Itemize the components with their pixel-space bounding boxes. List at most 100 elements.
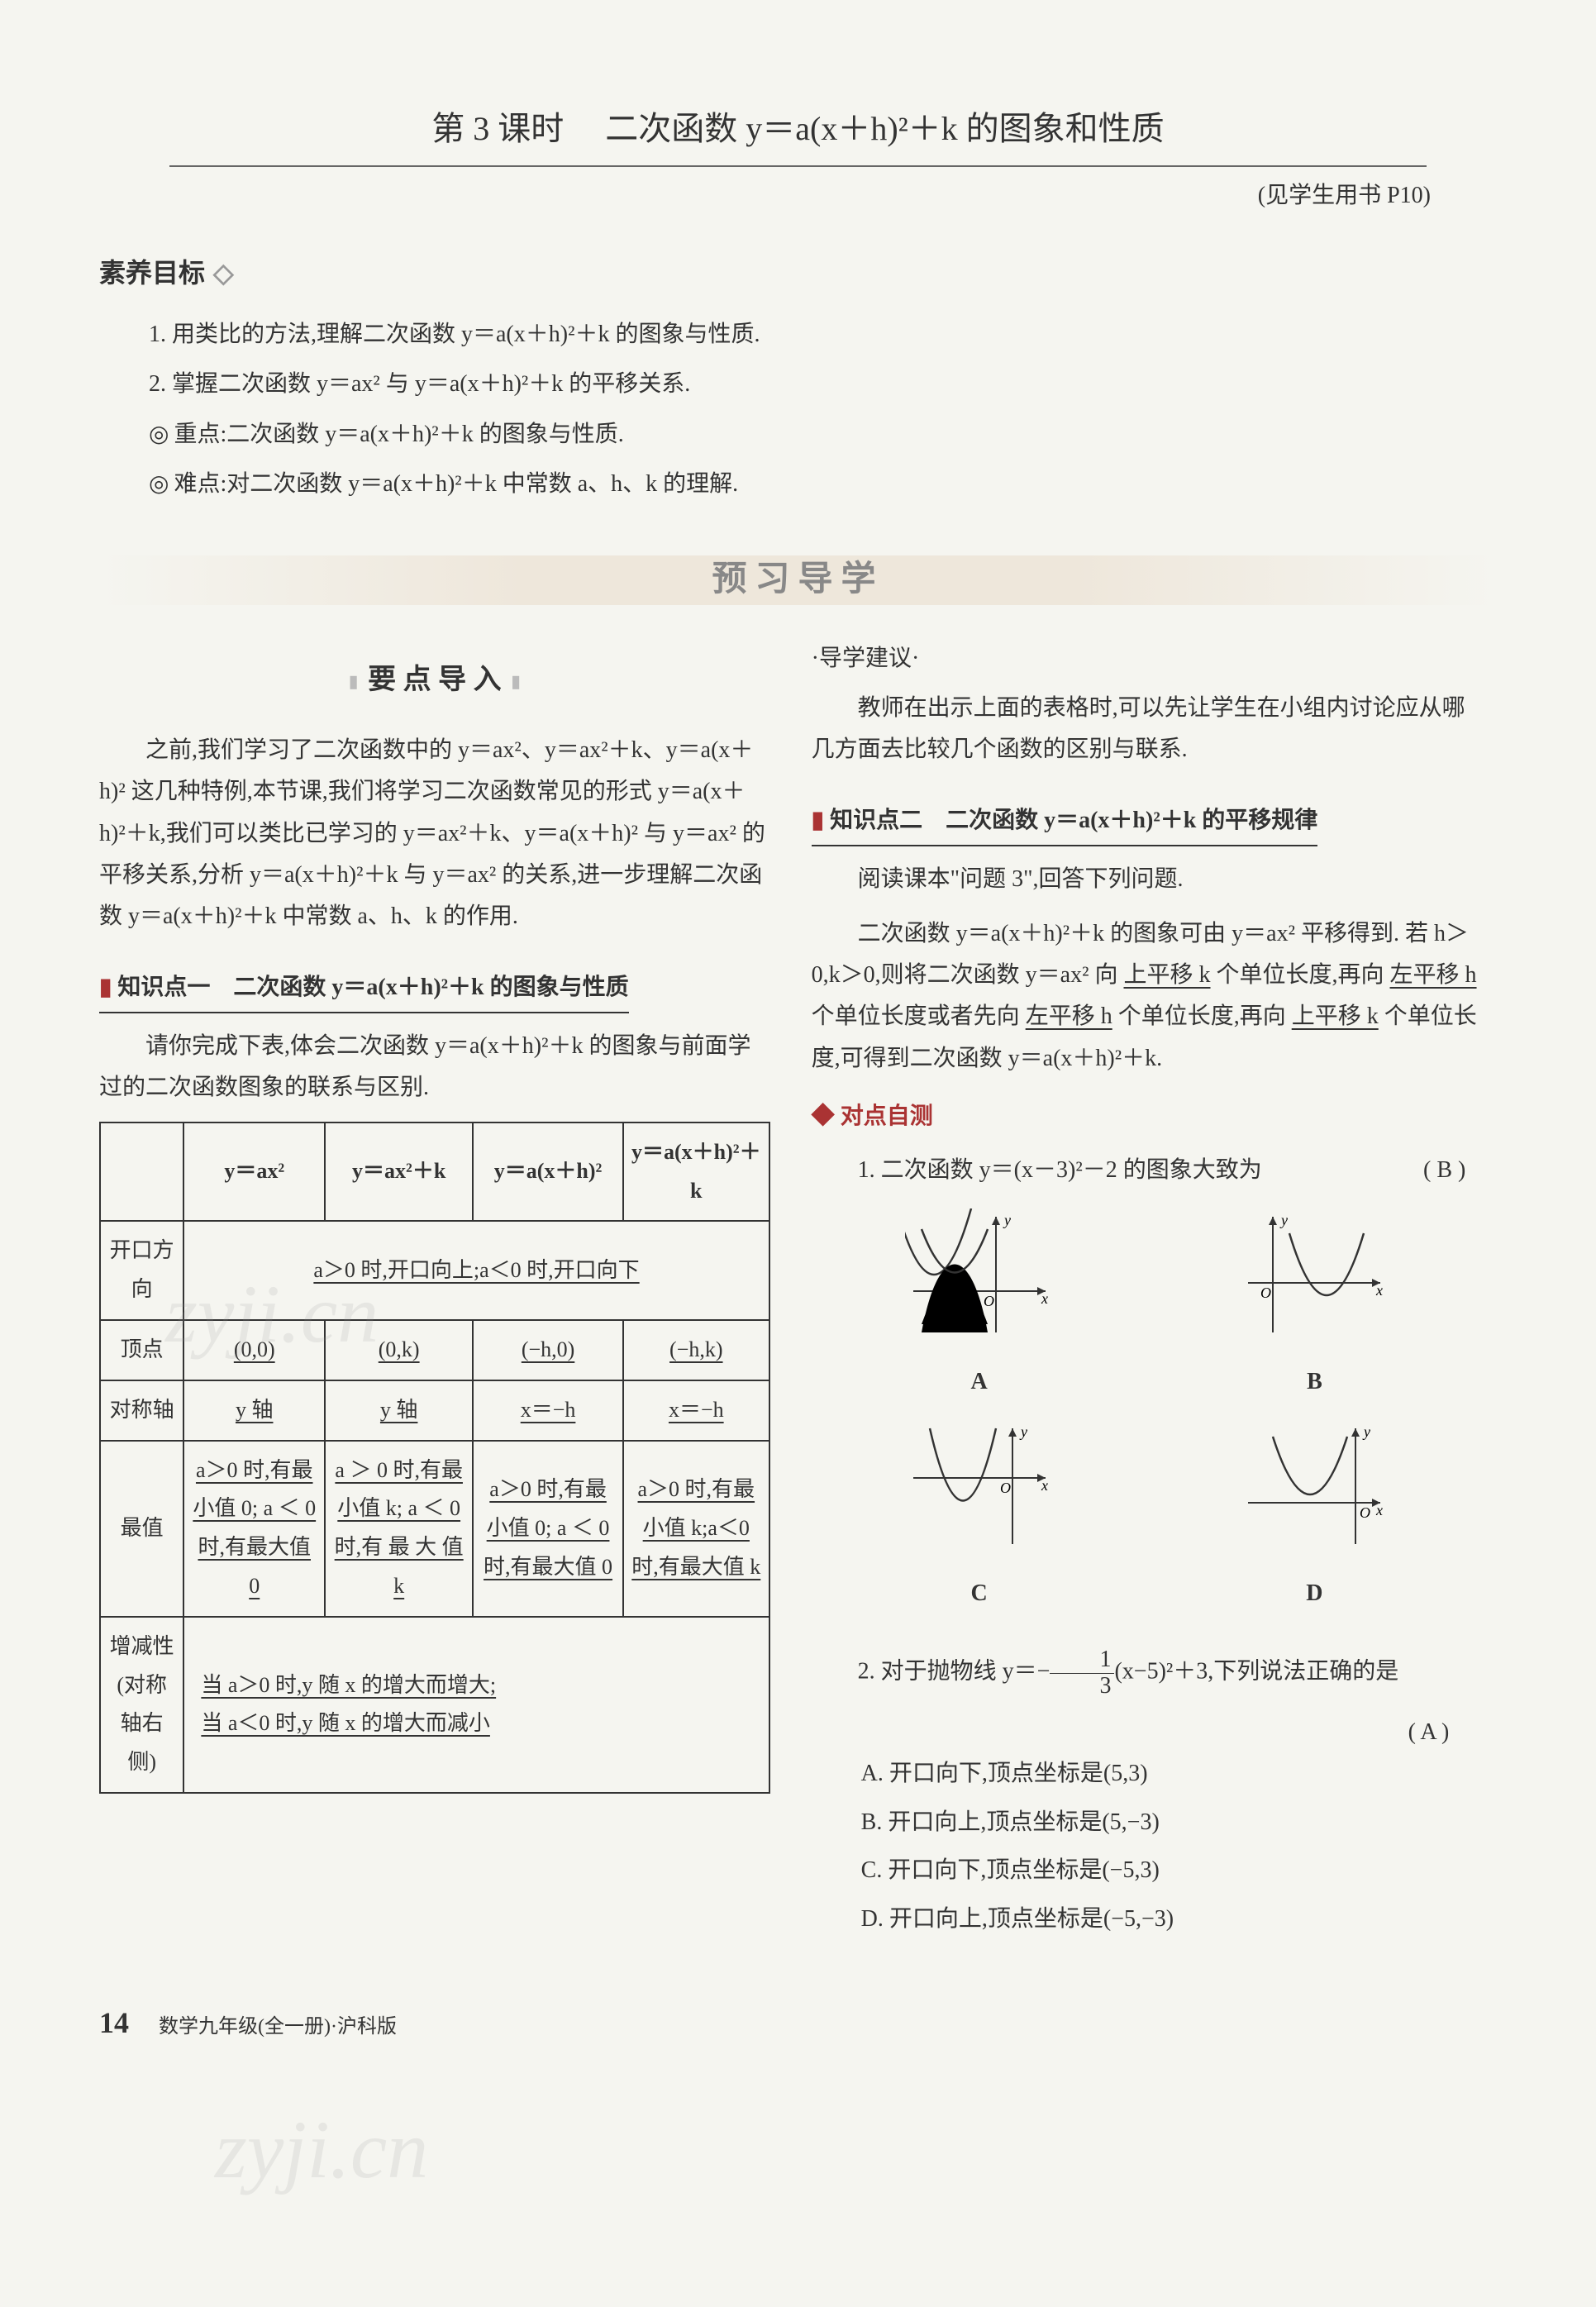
cell-line: 当 a＞0 时,y 随 x 的增大而增大; (201, 1673, 496, 1697)
table-header-cell: y＝ax² (183, 1123, 325, 1222)
knowledge-2-intro: 阅读课本"问题 3",回答下列问题. (812, 859, 1483, 900)
question-2: 2. 对于抛物线 y＝−13(x−5)²＋3,下列说法正确的是 (812, 1647, 1483, 1699)
answer-mark: ( A ) (1408, 1719, 1450, 1745)
svg-text:O: O (1000, 1480, 1011, 1496)
table-row: 增减性(对称轴右侧) 当 a＞0 时,y 随 x 的增大而增大; 当 a＜0 时… (100, 1617, 769, 1793)
page-number: 14 (99, 2006, 129, 2039)
svg-text:y: y (1279, 1212, 1288, 1228)
cell-value: a ＞ 0 时,有最小值 k; a ＜ 0 时,有 最 大 值 k (335, 1458, 464, 1598)
cell-value: x＝−h (669, 1398, 724, 1422)
footer-text: 数学九年级(全一册)·沪科版 (159, 2016, 397, 2038)
cell-value: a＞0 时,有最小值 0; a ＜ 0 时,有最大值 0 (193, 1458, 316, 1598)
fraction-denominator: 3 (1050, 1674, 1114, 1699)
question-1: 1. 二次函数 y＝(x－3)²－2 的图象大致为 ( B ) (812, 1150, 1483, 1191)
comparison-table: y＝ax² y＝ax²＋k y＝a(x＋h)² y＝a(x＋h)²＋k 开口方向… (99, 1122, 770, 1794)
text-part: 个单位长度或者先向 (812, 1003, 1020, 1029)
cell-value: (0,k) (379, 1337, 420, 1361)
table-row: 对称轴 y 轴 y 轴 x＝−h x＝−h (100, 1380, 769, 1441)
table-cell: y 轴 (183, 1380, 325, 1441)
question-text-prefix: 2. 对于抛物线 y＝− (858, 1659, 1051, 1685)
left-column: 要 点 导 入 之前,我们学习了二次函数中的 y＝ax²、y＝ax²＋k、y＝a… (99, 638, 770, 1947)
table-cell: (−h,0) (473, 1320, 623, 1380)
lesson-title: 第 3 课时 二次函数 y＝a(x＋h)²＋k 的图象和性质 (169, 99, 1427, 167)
lesson-header: 第 3 课时 二次函数 y＝a(x＋h)²＋k 的图象和性质 (见学生用书 P1… (99, 99, 1497, 217)
fill-blank: 上平移 k (1124, 962, 1211, 988)
intro-text: 之前,我们学习了二次函数中的 y＝ax²、y＝ax²＋k、y＝a(x＋h)² 这… (99, 730, 770, 938)
table-cell: a＞0 时,有最小值 0; a ＜ 0 时,有最大值 0 (183, 1441, 325, 1617)
cell-value: a＞0 时,有最小值 k;a＜0 时,有最大值 k (631, 1477, 760, 1579)
table-cell: x＝−h (473, 1380, 623, 1441)
table-cell: (0,0) (183, 1320, 325, 1380)
objectives-section: 素养目标 1. 用类比的方法,理解二次函数 y＝a(x＋h)²＋k 的图象与性质… (99, 250, 1497, 505)
svg-text:x: x (1375, 1282, 1383, 1299)
svg-text:O: O (984, 1293, 994, 1309)
table-row: 开口方向 a＞0 时,开口向上;a＜0 时,开口向下 (100, 1221, 769, 1320)
lesson-title-text: 二次函数 y＝a(x＋h)²＋k 的图象和性质 (605, 110, 1164, 147)
parabola-icon: x y O (1240, 1208, 1389, 1341)
option-item: B. 开口向上,顶点坐标是(5,−3) (861, 1802, 1483, 1843)
parabola-icon: x y O (905, 1208, 1054, 1341)
parabola-icon: x y O (905, 1420, 1054, 1552)
fraction: 13 (1050, 1647, 1114, 1699)
emphasis-item: 重点:二次函数 y＝a(x＋h)²＋k 的图象与性质. (149, 414, 1497, 455)
graph-label: C (828, 1573, 1130, 1614)
graph-option-c: x y O C (828, 1420, 1130, 1615)
cell-value: a＞0 时,有最小值 0; a ＜ 0 时,有最大值 0 (484, 1477, 612, 1579)
table-cell: y 轴 (325, 1380, 473, 1441)
fraction-numerator: 1 (1050, 1647, 1114, 1674)
graph-label: B (1164, 1361, 1465, 1403)
emphasis-item: 难点:对二次函数 y＝a(x＋h)²＋k 中常数 a、h、k 的理解. (149, 464, 1497, 505)
divider-title: 预习导学 (712, 549, 884, 612)
cell-value: y 轴 (236, 1398, 274, 1422)
cell-value: (−h,k) (669, 1337, 722, 1361)
svg-text:y: y (1003, 1212, 1011, 1228)
svg-text:y: y (1019, 1423, 1027, 1440)
table-cell: a ＞ 0 时,有最小值 k; a ＜ 0 时,有 最 大 值 k (325, 1441, 473, 1617)
cell-value: a＞0 时,开口向上;a＜0 时,开口向下 (313, 1258, 639, 1282)
self-test-title: 对点自测 (812, 1096, 1483, 1137)
row-label: 最值 (100, 1441, 183, 1617)
svg-text:y: y (1362, 1423, 1370, 1440)
two-column-layout: 要 点 导 入 之前,我们学习了二次函数中的 y＝ax²、y＝ax²＋k、y＝a… (99, 638, 1497, 1947)
knowledge-point-1-title: 知识点一 二次函数 y＝a(x＋h)²＋k 的图象与性质 (99, 967, 629, 1013)
svg-text:x: x (1041, 1477, 1048, 1494)
lesson-prefix: 第 3 课时 (431, 110, 564, 147)
table-header-cell: y＝ax²＋k (325, 1123, 473, 1222)
objective-item: 2. 掌握二次函数 y＝ax² 与 y＝a(x＋h)²＋k 的平移关系. (149, 364, 1497, 405)
graph-option-a: x y O A (828, 1208, 1130, 1404)
watermark: zyji.cn (215, 2076, 428, 2224)
options-list: A. 开口向下,顶点坐标是(5,3) B. 开口向上,顶点坐标是(5,−3) C… (861, 1753, 1483, 1940)
cell-value: (0,0) (234, 1337, 275, 1361)
table-row: 顶点 (0,0) (0,k) (−h,0) (−h,k) (100, 1320, 769, 1380)
row-label: 顶点 (100, 1320, 183, 1380)
table-cell: 当 a＞0 时,y 随 x 的增大而增大; 当 a＜0 时,y 随 x 的增大而… (183, 1617, 769, 1793)
row-label: 对称轴 (100, 1380, 183, 1441)
suggestion-title: ·导学建议· (812, 638, 1483, 679)
graph-options: x y O A x (812, 1208, 1483, 1632)
cell-value: (−h,0) (522, 1337, 574, 1361)
table-header-cell: y＝a(x＋h)² (473, 1123, 623, 1222)
table-cell: a＞0 时,有最小值 k;a＜0 时,有最大值 k (623, 1441, 769, 1617)
fill-blank: 左平移 h (1026, 1003, 1112, 1029)
table-row: 最值 a＞0 时,有最小值 0; a ＜ 0 时,有最大值 0 a ＞ 0 时,… (100, 1441, 769, 1617)
graph-label: A (828, 1361, 1130, 1403)
table-cell: (−h,k) (623, 1320, 769, 1380)
cell-value: y 轴 (380, 1398, 418, 1422)
svg-text:x: x (1375, 1502, 1383, 1518)
row-label: 开口方向 (100, 1221, 183, 1320)
answer-line: ( A ) (812, 1712, 1483, 1753)
question-text-suffix: (x−5)²＋3,下列说法正确的是 (1114, 1659, 1398, 1685)
graph-label: D (1164, 1573, 1465, 1614)
suggestion-text: 教师在出示上面的表格时,可以先让学生在小组内讨论应从哪几方面去比较几个函数的区别… (812, 688, 1483, 771)
section-divider: 预习导学 (99, 555, 1497, 605)
section-heading: 要 点 导 入 (99, 655, 770, 705)
objective-item: 1. 用类比的方法,理解二次函数 y＝a(x＋h)²＋k 的图象与性质. (149, 314, 1497, 355)
page-footer: 14 数学九年级(全一册)·沪科版 (99, 1996, 1497, 2050)
page-reference: (见学生用书 P10) (99, 175, 1497, 217)
fill-blank: 上平移 k (1292, 1003, 1379, 1029)
cell-line: 当 a＜0 时,y 随 x 的增大而减小 (201, 1711, 490, 1735)
table-cell: (0,k) (325, 1320, 473, 1380)
svg-text:O: O (1360, 1504, 1370, 1521)
knowledge-2-body: 二次函数 y＝a(x＋h)²＋k 的图象可由 y＝ax² 平移得到. 若 h＞0… (812, 913, 1483, 1080)
knowledge-1-text: 请你完成下表,体会二次函数 y＝a(x＋h)²＋k 的图象与前面学过的二次函数图… (99, 1026, 770, 1109)
